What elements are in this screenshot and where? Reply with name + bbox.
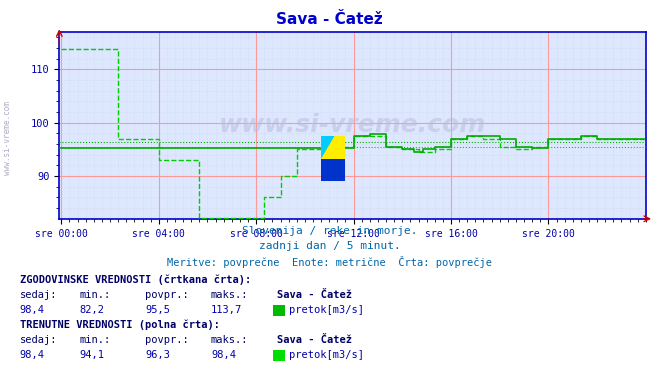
Text: TRENUTNE VREDNOSTI (polna črta):: TRENUTNE VREDNOSTI (polna črta): [20, 320, 219, 330]
Text: zadnji dan / 5 minut.: zadnji dan / 5 minut. [258, 241, 401, 251]
Text: povpr.:: povpr.: [145, 335, 188, 345]
Text: pretok[m3/s]: pretok[m3/s] [289, 350, 364, 360]
Text: 95,5: 95,5 [145, 305, 170, 315]
Text: sedaj:: sedaj: [20, 290, 57, 300]
Text: 96,3: 96,3 [145, 350, 170, 360]
Text: 113,7: 113,7 [211, 305, 242, 315]
Text: 82,2: 82,2 [79, 305, 104, 315]
Polygon shape [321, 159, 345, 181]
Text: min.:: min.: [79, 335, 110, 345]
Text: 98,4: 98,4 [20, 350, 45, 360]
Text: maks.:: maks.: [211, 290, 248, 300]
Text: Sava - Čatež: Sava - Čatež [277, 290, 352, 300]
Text: Meritve: povprečne  Enote: metrične  Črta: povprečje: Meritve: povprečne Enote: metrične Črta:… [167, 256, 492, 268]
Text: min.:: min.: [79, 290, 110, 300]
Text: sedaj:: sedaj: [20, 335, 57, 345]
Text: www.si-vreme.com: www.si-vreme.com [219, 113, 486, 137]
Text: povpr.:: povpr.: [145, 290, 188, 300]
Text: Slovenija / reke in morje.: Slovenija / reke in morje. [242, 226, 417, 236]
Polygon shape [321, 136, 345, 159]
Text: ZGODOVINSKE VREDNOSTI (črtkana črta):: ZGODOVINSKE VREDNOSTI (črtkana črta): [20, 275, 251, 285]
Text: 94,1: 94,1 [79, 350, 104, 360]
Text: Sava - Čatež: Sava - Čatež [276, 12, 383, 27]
Polygon shape [321, 136, 335, 159]
Text: maks.:: maks.: [211, 335, 248, 345]
Text: 98,4: 98,4 [20, 305, 45, 315]
Text: Sava - Čatež: Sava - Čatež [277, 335, 352, 345]
Text: pretok[m3/s]: pretok[m3/s] [289, 305, 364, 315]
Text: 98,4: 98,4 [211, 350, 236, 360]
Text: www.si-vreme.com: www.si-vreme.com [3, 101, 13, 175]
